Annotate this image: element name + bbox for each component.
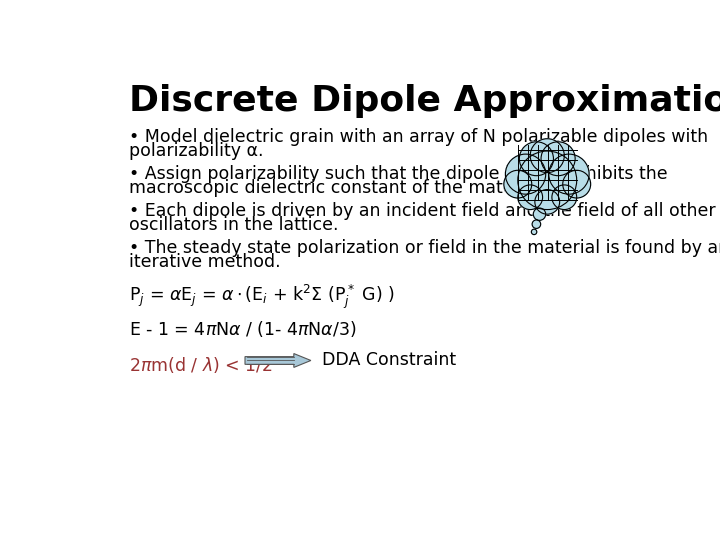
Circle shape [541, 142, 575, 176]
Circle shape [563, 170, 590, 198]
Circle shape [535, 190, 559, 214]
Text: • The steady state polarization or field in the material is found by an: • The steady state polarization or field… [129, 239, 720, 257]
Circle shape [504, 170, 532, 198]
Text: DDA Constraint: DDA Constraint [323, 352, 456, 369]
FancyArrow shape [245, 354, 311, 367]
Circle shape [532, 220, 541, 228]
Circle shape [519, 142, 554, 176]
Circle shape [531, 229, 537, 234]
Circle shape [518, 185, 543, 210]
Text: oscillators in the lattice.: oscillators in the lattice. [129, 215, 338, 234]
Text: Discrete Dipole Approximation: Discrete Dipole Approximation [129, 84, 720, 118]
Text: P$_j$ = $\alpha$E$_j$ = $\alpha\cdot$(E$_i$ + k$^2\Sigma$ (P$_j^*$ G) ): P$_j$ = $\alpha$E$_j$ = $\alpha\cdot$(E$… [129, 283, 395, 311]
Circle shape [563, 170, 590, 198]
Circle shape [549, 154, 589, 194]
Circle shape [530, 139, 564, 173]
Circle shape [535, 190, 559, 214]
Circle shape [504, 170, 532, 198]
Circle shape [518, 151, 577, 210]
Text: macroscopic dielectric constant of the material.: macroscopic dielectric constant of the m… [129, 179, 546, 197]
Text: 2$\pi$m(d / $\lambda$) < 1/2: 2$\pi$m(d / $\lambda$) < 1/2 [129, 355, 272, 375]
Circle shape [519, 142, 554, 176]
Text: iterative method.: iterative method. [129, 253, 280, 271]
Circle shape [518, 151, 577, 210]
Text: • Each dipole is driven by an incident field and the field of all other: • Each dipole is driven by an incident f… [129, 202, 716, 220]
Text: • Model dielectric grain with an array of N polarizable dipoles with: • Model dielectric grain with an array o… [129, 128, 708, 146]
Circle shape [530, 139, 564, 173]
Circle shape [552, 185, 577, 210]
Circle shape [534, 208, 546, 220]
Circle shape [541, 142, 575, 176]
Circle shape [505, 154, 546, 194]
Text: E - 1 = 4$\pi$N$\alpha$ / (1- 4$\pi$N$\alpha$/3): E - 1 = 4$\pi$N$\alpha$ / (1- 4$\pi$N$\a… [129, 319, 356, 339]
Circle shape [552, 185, 577, 210]
Text: • Assign polarizability such that the dipole lattice exhibits the: • Assign polarizability such that the di… [129, 165, 667, 183]
Text: polarizability α.: polarizability α. [129, 142, 264, 160]
Circle shape [518, 185, 543, 210]
Circle shape [549, 154, 589, 194]
Circle shape [505, 154, 546, 194]
